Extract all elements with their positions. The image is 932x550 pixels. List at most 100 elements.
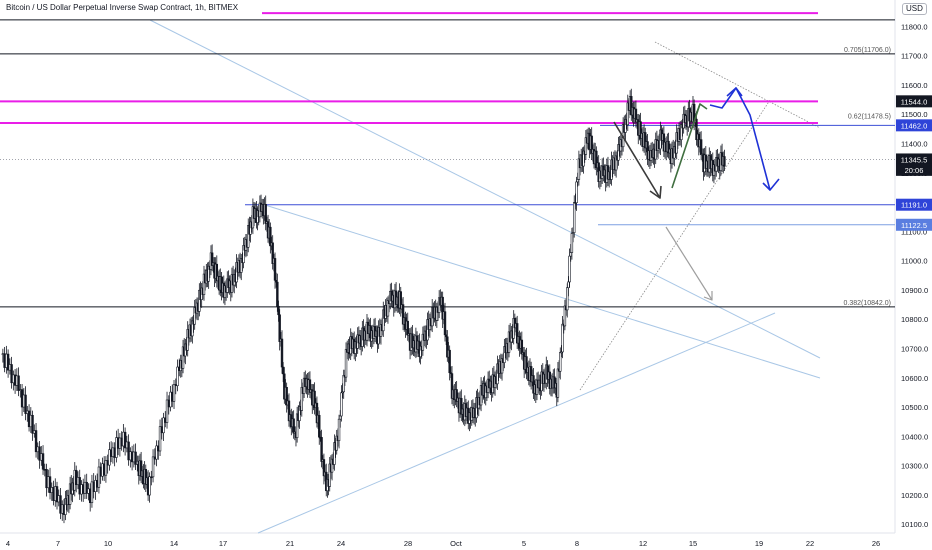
candle[interactable] bbox=[150, 476, 153, 479]
candle[interactable] bbox=[320, 437, 323, 462]
price-badge bbox=[896, 163, 932, 176]
price-badge bbox=[896, 119, 932, 132]
candle[interactable] bbox=[277, 305, 280, 316]
arrow-head[interactable] bbox=[726, 87, 743, 97]
candle[interactable] bbox=[55, 486, 59, 503]
fib-level-label: 0.705(11706.0) bbox=[844, 47, 891, 54]
candle[interactable] bbox=[155, 445, 158, 460]
candle[interactable] bbox=[158, 426, 162, 452]
arrow-head[interactable] bbox=[703, 291, 713, 301]
candle[interactable] bbox=[570, 233, 574, 253]
candle[interactable] bbox=[162, 417, 165, 434]
time-tick-label: 28 bbox=[404, 539, 412, 548]
price-tick-label: 11100.0 bbox=[901, 227, 927, 236]
candle[interactable] bbox=[448, 349, 451, 374]
time-tick-label: 8 bbox=[575, 539, 579, 548]
candle[interactable] bbox=[97, 466, 101, 488]
trend-line-dotted bbox=[579, 99, 771, 391]
candle[interactable] bbox=[17, 375, 20, 391]
price-tick-label: 10500.0 bbox=[901, 403, 928, 412]
candle[interactable] bbox=[568, 255, 571, 283]
candle[interactable] bbox=[342, 374, 345, 393]
candle[interactable] bbox=[176, 366, 179, 387]
candle[interactable] bbox=[34, 430, 38, 453]
candle[interactable] bbox=[575, 181, 578, 204]
arrow-head[interactable] bbox=[649, 185, 662, 199]
candle[interactable] bbox=[273, 258, 277, 281]
candle[interactable] bbox=[340, 392, 343, 417]
candle[interactable] bbox=[10, 364, 13, 384]
candle[interactable] bbox=[337, 418, 341, 442]
price-tick-label: 10200.0 bbox=[901, 491, 928, 500]
candle[interactable] bbox=[520, 339, 524, 355]
candle[interactable] bbox=[24, 394, 27, 414]
candle[interactable] bbox=[127, 441, 130, 461]
candle[interactable] bbox=[344, 349, 348, 378]
candle[interactable] bbox=[31, 414, 34, 434]
price-badge-label: 11462.0 bbox=[901, 121, 928, 130]
price-tick-label: 11600.0 bbox=[901, 81, 928, 90]
price-tick-label: 11800.0 bbox=[901, 22, 928, 31]
candle[interactable] bbox=[406, 320, 409, 336]
candle[interactable] bbox=[443, 311, 447, 336]
candle[interactable] bbox=[281, 366, 285, 375]
candle[interactable] bbox=[123, 431, 127, 449]
candle[interactable] bbox=[723, 156, 726, 167]
candle[interactable] bbox=[569, 252, 572, 257]
candle[interactable] bbox=[172, 384, 176, 402]
candle[interactable] bbox=[699, 139, 703, 155]
candle[interactable] bbox=[567, 281, 570, 289]
arrow-drawing[interactable] bbox=[665, 226, 713, 301]
trend-line bbox=[264, 204, 821, 379]
time-tick-label: 21 bbox=[286, 539, 294, 548]
candle[interactable] bbox=[561, 323, 564, 353]
candle[interactable] bbox=[264, 204, 267, 224]
candle[interactable] bbox=[280, 338, 284, 368]
price-tick-label: 11700.0 bbox=[901, 52, 928, 61]
arrow-drawing[interactable] bbox=[671, 103, 701, 189]
candle[interactable] bbox=[292, 418, 295, 434]
price-tick-label: 10600.0 bbox=[901, 374, 928, 383]
candle[interactable] bbox=[6, 353, 10, 371]
arrow-head[interactable] bbox=[762, 178, 780, 191]
price-tick-label: 10900.0 bbox=[901, 286, 928, 295]
candle[interactable] bbox=[151, 456, 155, 478]
time-tick-label: 22 bbox=[806, 539, 814, 548]
trend-line-dotted bbox=[654, 41, 821, 129]
price-badge bbox=[896, 95, 932, 108]
time-tick-label: 4 bbox=[6, 539, 10, 548]
price-tick-label: 11500.0 bbox=[901, 110, 928, 119]
candle[interactable] bbox=[104, 460, 108, 476]
price-tick-label: 10400.0 bbox=[901, 432, 928, 441]
plot-area[interactable] bbox=[0, 0, 895, 533]
price-badge bbox=[896, 153, 932, 166]
candle[interactable] bbox=[576, 179, 579, 183]
candle[interactable] bbox=[278, 314, 281, 342]
candle[interactable] bbox=[85, 481, 88, 494]
candle[interactable] bbox=[566, 287, 569, 311]
candle[interactable] bbox=[556, 368, 560, 398]
candle[interactable] bbox=[134, 451, 137, 465]
price-badge-label: 11122.5 bbox=[901, 221, 927, 230]
candle[interactable] bbox=[108, 449, 111, 466]
price-tick-label: 10300.0 bbox=[901, 462, 928, 471]
candle[interactable] bbox=[148, 476, 151, 496]
candle[interactable] bbox=[339, 415, 342, 420]
candle[interactable] bbox=[165, 399, 169, 423]
trend-line bbox=[257, 312, 776, 534]
arrow-drawing[interactable] bbox=[613, 121, 661, 199]
price-tick-label: 10800.0 bbox=[901, 315, 928, 324]
time-tick-label: 24 bbox=[337, 539, 345, 548]
candle[interactable] bbox=[276, 281, 279, 307]
candle[interactable] bbox=[48, 476, 52, 493]
candle[interactable] bbox=[90, 481, 94, 504]
candle[interactable] bbox=[318, 414, 321, 438]
arrow-head[interactable] bbox=[696, 103, 708, 113]
currency-badge[interactable]: USD bbox=[902, 3, 927, 15]
chart-title: Bitcoin / US Dollar Perpetual Inverse Sw… bbox=[6, 3, 239, 12]
candle[interactable] bbox=[41, 453, 45, 470]
time-tick-label: 26 bbox=[872, 539, 880, 548]
candle[interactable] bbox=[559, 352, 562, 372]
candle[interactable] bbox=[573, 202, 576, 233]
